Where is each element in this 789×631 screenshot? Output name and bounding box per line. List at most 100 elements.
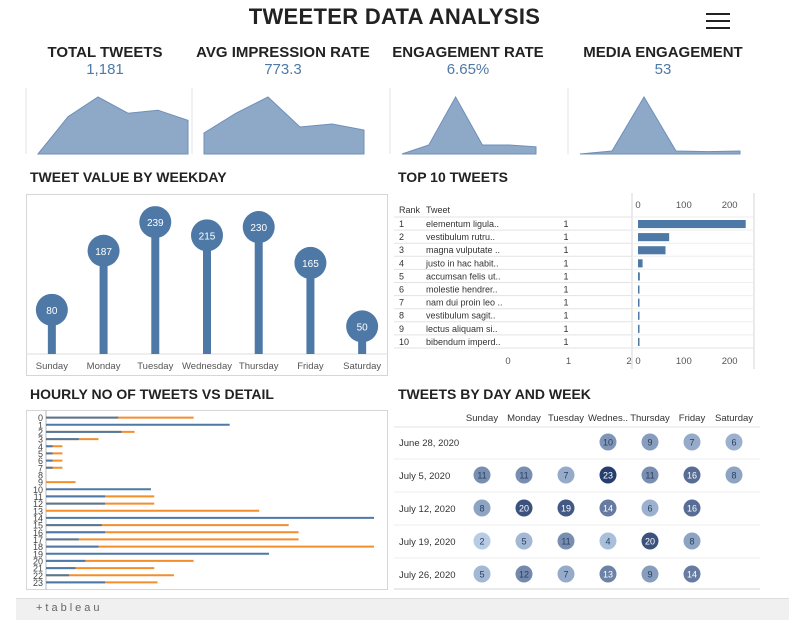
tweet-value-bar [638,259,643,268]
tweets-calendar-heatmap[interactable]: Sunday Monday Tuesday Wednes.. Thursday Frida… [394,408,760,590]
lollipop-value-label: 80 [46,306,58,317]
tweet-cell: elementum ligula.. [426,219,499,229]
tweet-cell: lectus aliquam si.. [426,324,498,334]
count-cell: 1 [563,219,568,229]
lollipop-head [346,310,379,343]
calendar-day-circle [599,532,617,550]
calendar-day-circle [473,466,491,484]
calendar-day-value: 19 [561,504,571,514]
kpi-label: TOTAL TWEETS [47,44,163,61]
rank-header: Rank [399,205,421,215]
calendar-day-header: Tuesday [548,413,584,424]
count-cell: 1 [563,311,568,321]
count-cell: 1 [563,337,568,347]
kpi-media-engagement: MEDIA ENGAGEMENT 53 [568,44,758,78]
rank-cell: 9 [399,324,404,334]
calendar-day-circle [599,433,617,451]
calendar-day-header: Saturday [715,413,753,424]
calendar-day-circle [641,433,659,451]
kpi-value: 53 [654,61,672,78]
calendar-day-circle [515,466,533,484]
tweet-value-bar [638,298,640,307]
lollipop-head [139,206,172,239]
tweet-value-bar [638,285,640,294]
hour-tick-label: 21 [33,564,43,574]
count-cell: 1 [563,245,568,255]
tweet-cell: justo in hac habit.. [425,258,499,268]
calendar-day-circle [515,532,533,550]
hour-tick-label: 19 [33,549,43,559]
calendar-day-header: Friday [679,413,706,424]
calendar-day-circle [683,433,701,451]
tweet-value-bar [638,324,640,333]
rank-cell: 10 [399,337,409,347]
rank-cell: 5 [399,271,404,281]
rank-cell: 1 [399,219,404,229]
calendar-day-value: 8 [731,471,736,481]
calendar-day-circle [641,565,659,583]
calendar-day-circle [683,466,701,484]
calendar-week-label: July 12, 2020 [399,504,456,515]
kpi-engagement-rate: ENGAGEMENT RATE 6.65% [378,44,558,78]
sparkline-area [579,96,741,155]
hour-tick-label: 13 [33,506,43,516]
weekday-tick-label: Sunday [36,361,68,372]
calendar-day-circle [473,499,491,517]
lollipop-head [87,234,120,267]
weekday-lollipop-chart[interactable]: 80 Sunday 187 Monday 239 Tuesday 215 Wednesday 2… [26,194,388,376]
calendar-day-value: 13 [603,570,613,580]
hour-tick-label: 7 [38,463,43,473]
calendar-day-header: Sunday [466,413,498,424]
kpi-avg-impression: AVG IMPRESSION RATE 773.3 [188,44,378,78]
weekday-tick-label: Saturday [343,361,381,372]
count-axis-tick: 1 [566,356,571,367]
calendar-day-value: 20 [645,537,655,547]
count-cell: 1 [563,324,568,334]
hour-tick-label: 14 [33,513,43,523]
calendar-day-value: 7 [563,471,568,481]
hour-tick-label: 2 [38,427,43,437]
weekday-tick-label: Monday [87,361,121,372]
kpi-label: ENGAGEMENT RATE [392,44,544,61]
rank-cell: 6 [399,285,404,295]
value-axis-tick: 200 [722,200,738,211]
kpi-value: 6.65% [446,61,490,78]
hour-tick-label: 8 [38,470,43,480]
hour-tick-label: 4 [38,442,43,452]
rank-cell: 8 [399,311,404,321]
calendar-day-circle [683,565,701,583]
calendar-day-circle [641,466,659,484]
weekday-chart-title: TWEET VALUE BY WEEKDAY [30,169,227,185]
hour-tick-label: 20 [33,556,43,566]
count-axis-tick: 2 [626,356,631,367]
hourly-chart-title: HOURLY NO OF TWEETS VS DETAIL [30,386,274,402]
tableau-logo-icon[interactable]: +tableau [36,602,103,614]
rank-cell: 4 [399,258,404,268]
calendar-day-circle [683,532,701,550]
lollipop-head [35,293,68,326]
calendar-day-value: 8 [689,537,694,547]
hour-tick-label: 6 [38,456,43,466]
value-axis-tick: 0 [635,356,640,367]
weekday-tick-label: Wednesday [182,361,232,372]
hamburger-menu-icon[interactable] [706,13,730,31]
kpi-sparklines [25,88,741,155]
calendar-day-value: 10 [603,438,613,448]
calendar-day-value: 11 [645,471,654,481]
tweet-value-bar [638,246,666,255]
calendar-day-value: 16 [687,504,697,514]
dashboard-title: TWEETER DATA ANALYSIS [248,4,541,29]
calendar-day-value: 23 [603,471,613,481]
calendar-day-value: 8 [479,504,484,514]
count-cell: 1 [563,258,568,268]
hour-tick-label: 17 [33,535,43,545]
hour-tick-label: 1 [38,420,43,430]
tweet-value-bar [638,311,640,320]
count-cell: 1 [563,271,568,281]
calendar-day-value: 14 [603,504,613,514]
tweet-value-bar [638,337,640,346]
tweet-cell: nam dui proin leo .. [426,298,503,308]
hour-tick-label: 22 [33,571,43,581]
